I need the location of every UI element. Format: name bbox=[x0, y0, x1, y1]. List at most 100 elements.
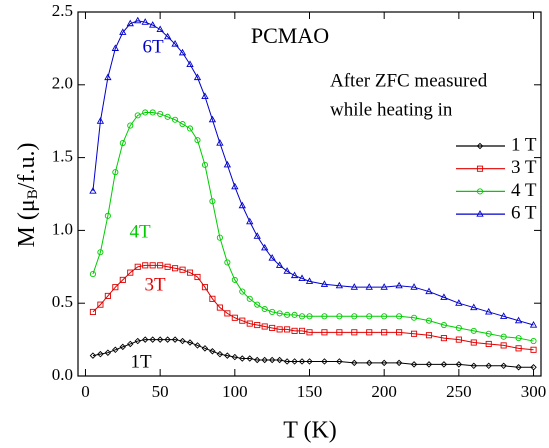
data-point bbox=[224, 352, 231, 359]
y-axis-title-sub: B bbox=[25, 189, 41, 199]
data-point bbox=[89, 187, 97, 194]
data-point bbox=[275, 261, 284, 268]
series-line bbox=[92, 339, 534, 368]
data-point bbox=[119, 276, 126, 283]
data-point bbox=[97, 301, 104, 308]
data-point bbox=[366, 329, 373, 336]
data-point bbox=[119, 343, 127, 351]
data-point bbox=[201, 345, 209, 352]
data-point bbox=[239, 288, 246, 295]
data-point bbox=[134, 16, 142, 24]
data-point bbox=[164, 113, 171, 120]
data-point bbox=[201, 92, 209, 99]
data-point bbox=[231, 314, 238, 321]
data-point bbox=[283, 267, 291, 274]
data-point bbox=[239, 355, 246, 362]
y-tick-label: 1.0 bbox=[52, 219, 73, 238]
data-point bbox=[298, 274, 306, 281]
annotation: 6T bbox=[142, 36, 164, 57]
x-tick-label: 150 bbox=[297, 382, 323, 401]
annotation: PCMAO bbox=[251, 23, 329, 48]
data-point bbox=[119, 139, 126, 147]
data-point bbox=[134, 337, 141, 345]
data-point bbox=[283, 358, 291, 365]
data-point bbox=[470, 303, 478, 311]
data-point bbox=[380, 283, 388, 290]
data-point bbox=[366, 313, 373, 320]
data-point bbox=[179, 266, 186, 273]
data-point bbox=[500, 333, 507, 340]
data-point bbox=[209, 198, 216, 205]
data-point bbox=[239, 317, 246, 324]
data-point bbox=[381, 313, 388, 320]
data-point bbox=[500, 362, 507, 370]
data-point bbox=[171, 40, 179, 47]
annotation: 4T bbox=[129, 221, 151, 242]
x-tick-label: 100 bbox=[222, 382, 248, 401]
data-point bbox=[104, 292, 111, 299]
data-point bbox=[178, 48, 187, 56]
data-point bbox=[485, 330, 492, 337]
data-point bbox=[470, 362, 478, 370]
data-point bbox=[306, 313, 313, 320]
data-point bbox=[395, 359, 403, 367]
data-point bbox=[127, 340, 134, 348]
data-point bbox=[284, 326, 291, 333]
data-point bbox=[320, 280, 329, 287]
data-point bbox=[321, 313, 328, 320]
data-point bbox=[365, 283, 373, 290]
data-point bbox=[149, 21, 157, 28]
data-point bbox=[261, 243, 269, 251]
data-point bbox=[470, 339, 477, 346]
data-point bbox=[276, 326, 283, 333]
data-point bbox=[485, 362, 492, 370]
data-point bbox=[216, 350, 224, 358]
data-point bbox=[261, 323, 268, 330]
data-point bbox=[351, 359, 358, 367]
data-point bbox=[157, 110, 164, 117]
data-point bbox=[112, 284, 119, 291]
data-point bbox=[112, 346, 119, 354]
data-point bbox=[186, 269, 194, 276]
data-point bbox=[455, 299, 463, 306]
data-point bbox=[351, 313, 358, 320]
data-point bbox=[470, 327, 477, 334]
y-tick-label: 0.5 bbox=[52, 292, 73, 311]
data-point bbox=[246, 355, 253, 362]
data-point bbox=[351, 329, 358, 336]
y-axis-title: M (μB/f.u.) bbox=[14, 143, 42, 248]
data-point bbox=[164, 336, 171, 343]
y-axis-title-part: /f.u.) bbox=[14, 143, 40, 190]
data-point bbox=[291, 358, 298, 365]
data-point bbox=[104, 349, 112, 356]
data-point bbox=[254, 301, 261, 308]
data-point bbox=[208, 115, 217, 123]
data-point bbox=[290, 271, 299, 279]
data-point bbox=[127, 269, 134, 276]
data-point bbox=[209, 348, 216, 355]
data-point bbox=[216, 234, 223, 241]
y-axis-title-part: M (μ bbox=[14, 199, 40, 247]
data-point bbox=[306, 329, 313, 336]
data-point bbox=[321, 329, 328, 336]
data-point bbox=[179, 337, 186, 345]
data-point bbox=[410, 314, 418, 321]
data-point bbox=[141, 18, 149, 25]
legend-marker bbox=[476, 142, 484, 150]
data-point bbox=[440, 361, 448, 368]
data-point bbox=[410, 361, 418, 368]
data-point bbox=[89, 271, 96, 278]
data-point bbox=[396, 329, 403, 336]
x-tick-label: 50 bbox=[152, 382, 169, 401]
data-point bbox=[231, 276, 238, 283]
data-point bbox=[224, 259, 231, 266]
data-point bbox=[223, 160, 232, 168]
data-point bbox=[96, 117, 105, 124]
data-point bbox=[440, 321, 447, 329]
data-point bbox=[104, 73, 112, 81]
data-point bbox=[336, 329, 343, 336]
data-point bbox=[156, 25, 164, 33]
data-point bbox=[276, 310, 283, 317]
data-point bbox=[500, 342, 507, 349]
data-point bbox=[194, 342, 201, 349]
